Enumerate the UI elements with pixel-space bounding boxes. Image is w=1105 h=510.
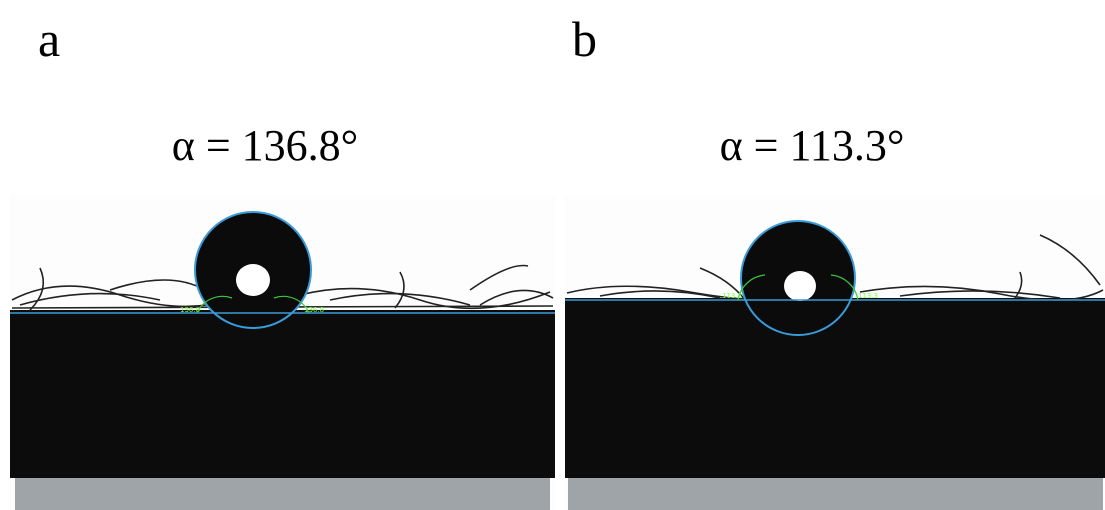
angle-label: 113.3 <box>722 292 742 300</box>
angle-label: 113.3 <box>858 292 878 300</box>
figure: a α = 136.8° 136.8 136.8 b α = 113.3° <box>0 0 1105 510</box>
substrate <box>565 298 1105 478</box>
substrate <box>10 310 555 478</box>
caption: α = 113.3° <box>720 121 905 170</box>
droplet-highlight <box>784 271 816 301</box>
caption: α = 136.8° <box>172 121 358 170</box>
panel-label: a <box>38 11 60 67</box>
info-bar <box>568 478 1103 510</box>
panel-a: a α = 136.8° 136.8 136.8 <box>10 11 555 510</box>
info-bar <box>15 478 550 510</box>
panel-label: b <box>572 11 597 67</box>
panel-b: b α = 113.3° 113.3 113.3 <box>565 11 1105 510</box>
angle-label: 136.8 <box>180 306 200 314</box>
angle-label: 136.8 <box>304 306 324 314</box>
droplet-highlight <box>236 264 270 296</box>
